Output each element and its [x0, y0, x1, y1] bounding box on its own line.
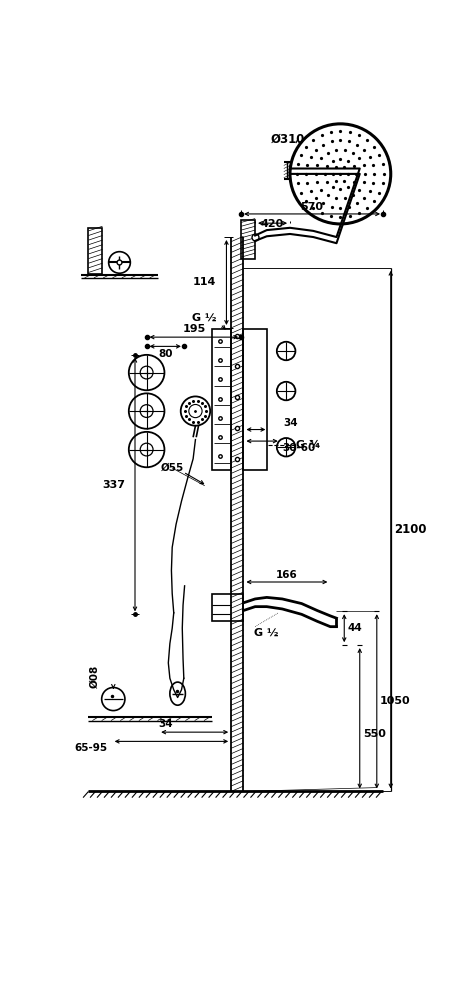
- Text: 550: 550: [363, 729, 386, 739]
- Text: Ø08: Ø08: [90, 664, 100, 688]
- Text: 570: 570: [300, 202, 323, 212]
- Text: 34: 34: [282, 418, 297, 428]
- Text: 30-60: 30-60: [282, 443, 315, 453]
- Text: 420: 420: [260, 219, 284, 229]
- Text: Ø55: Ø55: [160, 463, 184, 473]
- Bar: [243, 329, 266, 470]
- Text: 44: 44: [347, 623, 361, 633]
- Text: 337: 337: [102, 480, 125, 490]
- Text: 2100: 2100: [394, 523, 426, 536]
- Text: 114: 114: [193, 277, 216, 287]
- Text: G ½: G ½: [191, 313, 216, 323]
- Bar: [241, 220, 255, 259]
- Text: 195: 195: [182, 324, 205, 334]
- Circle shape: [289, 124, 390, 224]
- Text: 34: 34: [158, 719, 173, 729]
- Text: 80: 80: [157, 349, 172, 359]
- Text: 166: 166: [275, 570, 297, 580]
- Text: G ½: G ½: [254, 628, 279, 638]
- Text: 1050: 1050: [379, 696, 409, 706]
- Bar: [88, 228, 102, 274]
- Bar: [212, 594, 243, 620]
- Bar: [212, 329, 230, 470]
- Text: G ¾: G ¾: [296, 440, 320, 450]
- Text: 65-95: 65-95: [74, 743, 108, 753]
- Text: Ø310: Ø310: [270, 133, 304, 146]
